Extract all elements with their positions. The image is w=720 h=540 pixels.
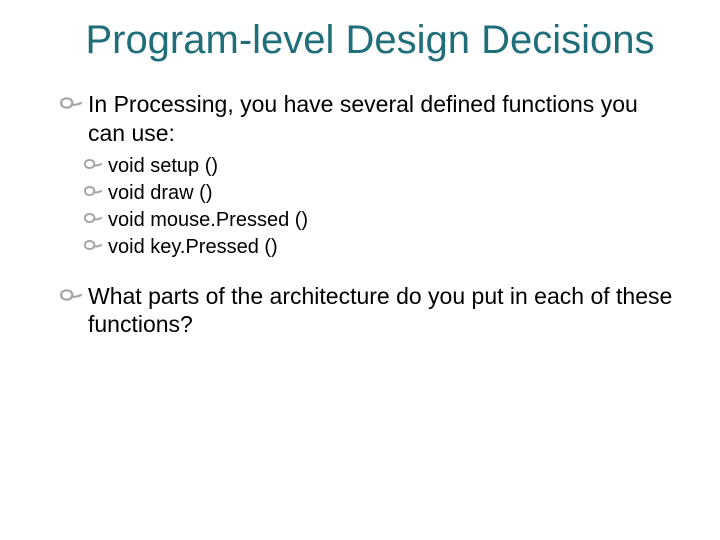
bullet-level2: void key.Pressed () bbox=[84, 235, 680, 260]
bullet-level1: In Processing, you have several defined … bbox=[60, 90, 680, 148]
curl-bullet-icon bbox=[60, 288, 82, 302]
bullet-level2: void mouse.Pressed () bbox=[84, 208, 680, 233]
bullet-text: void draw () bbox=[108, 181, 680, 206]
bullet-level2: void setup () bbox=[84, 154, 680, 179]
bullet-text: What parts of the architecture do you pu… bbox=[88, 282, 680, 340]
bullet-level1: What parts of the architecture do you pu… bbox=[60, 282, 680, 340]
bullet-level2: void draw () bbox=[84, 181, 680, 206]
bullet-text: void mouse.Pressed () bbox=[108, 208, 680, 233]
bullet-text: In Processing, you have several defined … bbox=[88, 90, 680, 148]
curl-bullet-icon bbox=[84, 239, 102, 251]
curl-bullet-icon bbox=[84, 212, 102, 224]
slide: Program-level Design Decisions In Proces… bbox=[0, 0, 720, 540]
bullet-text: void setup () bbox=[108, 154, 680, 179]
slide-title: Program-level Design Decisions bbox=[60, 18, 680, 62]
bullet-text: void key.Pressed () bbox=[108, 235, 680, 260]
curl-bullet-icon bbox=[84, 185, 102, 197]
curl-bullet-icon bbox=[84, 158, 102, 170]
curl-bullet-icon bbox=[60, 96, 82, 110]
